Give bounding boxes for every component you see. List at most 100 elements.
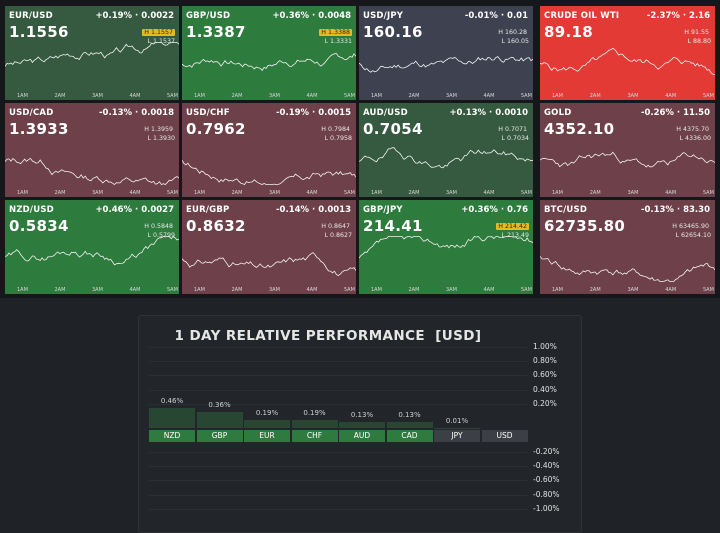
ticker-tile-gold[interactable]: GOLD -0.26% · 11.50 4352.10 H 4375.70 L 4336… (540, 103, 715, 197)
ticker-tile-usd-cad[interactable]: USD/CAD -0.13% · 0.0018 1.3933 H 1.3959 L 1.… (5, 103, 179, 197)
time-axis-label: 5AM (521, 93, 532, 99)
time-axis-label: 5AM (344, 93, 355, 99)
ticker-tile-gbp-jpy[interactable]: GBP/JPY +0.36% · 0.76 214.41 H 214.42 L 213.… (359, 200, 533, 294)
y-tick-label: 0.60% (533, 370, 557, 380)
gridline (149, 480, 527, 482)
performance-bar (386, 422, 433, 428)
ticker-low: L 0.7034 (501, 135, 529, 142)
time-axis-label: 2AM (408, 190, 420, 196)
time-axis-label: 2AM (589, 287, 601, 293)
ticker-low: L 1.1537 (147, 38, 175, 45)
ticker-symbol: EUR/USD (9, 11, 53, 21)
ticker-high: H 0.7071 (498, 126, 527, 133)
currency-label: USD (481, 430, 528, 442)
time-axis-label: 4AM (306, 93, 318, 99)
time-axis-label: 5AM (344, 287, 355, 293)
ticker-tile-crude-oil-wti[interactable]: CRUDE OIL WTI -2.37% · 2.16 89.18 H 91.55 L … (540, 6, 715, 100)
time-axis-label: 3AM (92, 287, 103, 293)
bar-value-label: 0.19% (255, 408, 279, 417)
y-tick-label: -0.80% (533, 489, 560, 499)
currency-label: EUR (244, 430, 290, 442)
ticker-symbol: USD/CHF (186, 108, 230, 118)
time-axis-label: 3AM (446, 93, 457, 99)
y-tick-label: -0.60% (533, 475, 560, 485)
ticker-change: +0.36% · 0.0048 (272, 11, 351, 21)
time-axis-label: 4AM (129, 93, 141, 99)
ticker-high: H 1.3959 (144, 126, 173, 133)
time-axis-label: 1AM (371, 190, 382, 196)
time-axis-label: 4AM (129, 190, 141, 196)
time-axis-label: 2AM (589, 93, 601, 99)
ticker-symbol: USD/JPY (363, 11, 404, 21)
y-tick-label: 1.00% (533, 342, 557, 351)
ticker-price: 1.3933 (9, 120, 69, 138)
ticker-high: H 4375.70 (676, 126, 709, 133)
ticker-low: L 213.49 (501, 232, 529, 239)
bar-value-label: 0.13% (398, 411, 421, 420)
sparkline-series (5, 42, 179, 67)
time-axis-label: 2AM (589, 190, 601, 196)
ticker-change: -2.37% · 2.16 (646, 11, 710, 21)
currency-label: AUD (339, 430, 385, 442)
sparkline-chart (359, 236, 533, 259)
gridline (149, 361, 527, 363)
ticker-tile-btc-usd[interactable]: BTC/USD -0.13% · 83.30 62735.80 H 63465.90 L… (540, 200, 715, 294)
y-tick-label: -1.00% (533, 503, 560, 513)
ticker-change: -0.01% · 0.01 (464, 11, 528, 21)
ticker-tile-usd-chf[interactable]: USD/CHF -0.19% · 0.0015 0.7962 H 0.7984 L 0.… (182, 103, 356, 197)
sparkline-series (359, 236, 533, 259)
ticker-tile-gbp-usd[interactable]: GBP/USD +0.36% · 0.0048 1.3387 H 1.3388 L 1.… (182, 6, 356, 100)
time-axis-label: 2AM (231, 93, 243, 99)
ticker-change: -0.19% · 0.0015 (276, 108, 351, 118)
time-axis-label: 3AM (92, 190, 103, 196)
time-axis-label: 5AM (167, 287, 178, 293)
ticker-low: L 0.8627 (324, 232, 352, 239)
y-tick-label: 0.40% (533, 384, 557, 394)
ticker-tile-aud-usd[interactable]: AUD/USD +0.13% · 0.0010 0.7054 H 0.7071 L 0.… (359, 103, 533, 197)
gridline (149, 403, 527, 405)
time-axis-label: 5AM (167, 190, 178, 196)
time-axis-label: 3AM (269, 93, 280, 99)
ticker-low: L 4336.00 (679, 135, 711, 142)
ticker-change: +0.13% · 0.0010 (449, 108, 528, 118)
ticker-tile-usd-jpy[interactable]: USD/JPY -0.01% · 0.01 160.16 H 160.28 L 160.… (359, 6, 533, 100)
ticker-tile-eur-gbp[interactable]: EUR/GBP -0.14% · 0.0013 0.8632 H 0.8647 L 0.… (182, 200, 356, 294)
sparkline-series (540, 48, 715, 75)
time-axis-label: 5AM (521, 287, 532, 293)
ticker-tile-eur-usd[interactable]: EUR/USD +0.19% · 0.0022 1.1556 H 1.1557 L 1.… (5, 6, 179, 100)
bar-value-label: 0.13% (350, 411, 374, 420)
time-axis-label: 3AM (92, 93, 103, 99)
time-axis-label: 4AM (483, 287, 495, 293)
time-axis-label: 5AM (703, 190, 714, 196)
ticker-low: L 88.80 (687, 38, 711, 45)
time-axis-label: 2AM (408, 93, 420, 99)
sparkline-series (540, 256, 715, 282)
ticker-change: +0.19% · 0.0022 (95, 11, 174, 21)
time-axis-label: 4AM (306, 190, 318, 196)
time-axis-label: 5AM (521, 190, 532, 196)
time-axis-label: 3AM (627, 93, 639, 99)
time-axis-label: 1AM (552, 190, 563, 196)
time-axis-label: 4AM (665, 287, 677, 293)
ticker-low: L 0.7958 (324, 135, 352, 142)
high-low-range: H 160.28 L 160.05 (496, 28, 529, 46)
ticker-price: 0.8632 (186, 217, 246, 235)
ticker-tile-nzd-usd[interactable]: NZD/USD +0.46% · 0.0027 0.5834 H 0.5848 L 0.… (5, 200, 179, 294)
gridline (149, 375, 527, 377)
ticker-high: H 63465.90 (672, 223, 709, 230)
time-axis-label: 1AM (17, 190, 28, 196)
time-axis-label: 3AM (627, 287, 639, 293)
ticker-price: 1.1556 (9, 23, 69, 41)
high-low-range: H 91.55 L 88.80 (682, 28, 711, 46)
time-axis-label: 3AM (446, 190, 457, 196)
ticker-price: 214.41 (363, 217, 423, 235)
time-axis-label: 5AM (167, 93, 178, 99)
relative-performance-panel: 1 DAY RELATIVE PERFORMANCE [USD] 1.00% 0.… (138, 315, 582, 533)
ticker-change: -0.13% · 0.0018 (99, 108, 174, 118)
sparkline-chart (5, 42, 179, 67)
time-axis-label: 2AM (54, 93, 66, 99)
time-axis-label: 3AM (627, 190, 639, 196)
ticker-low: L 62654.10 (675, 232, 711, 239)
time-axis-label: 2AM (54, 287, 66, 293)
performance-bar (196, 412, 243, 428)
